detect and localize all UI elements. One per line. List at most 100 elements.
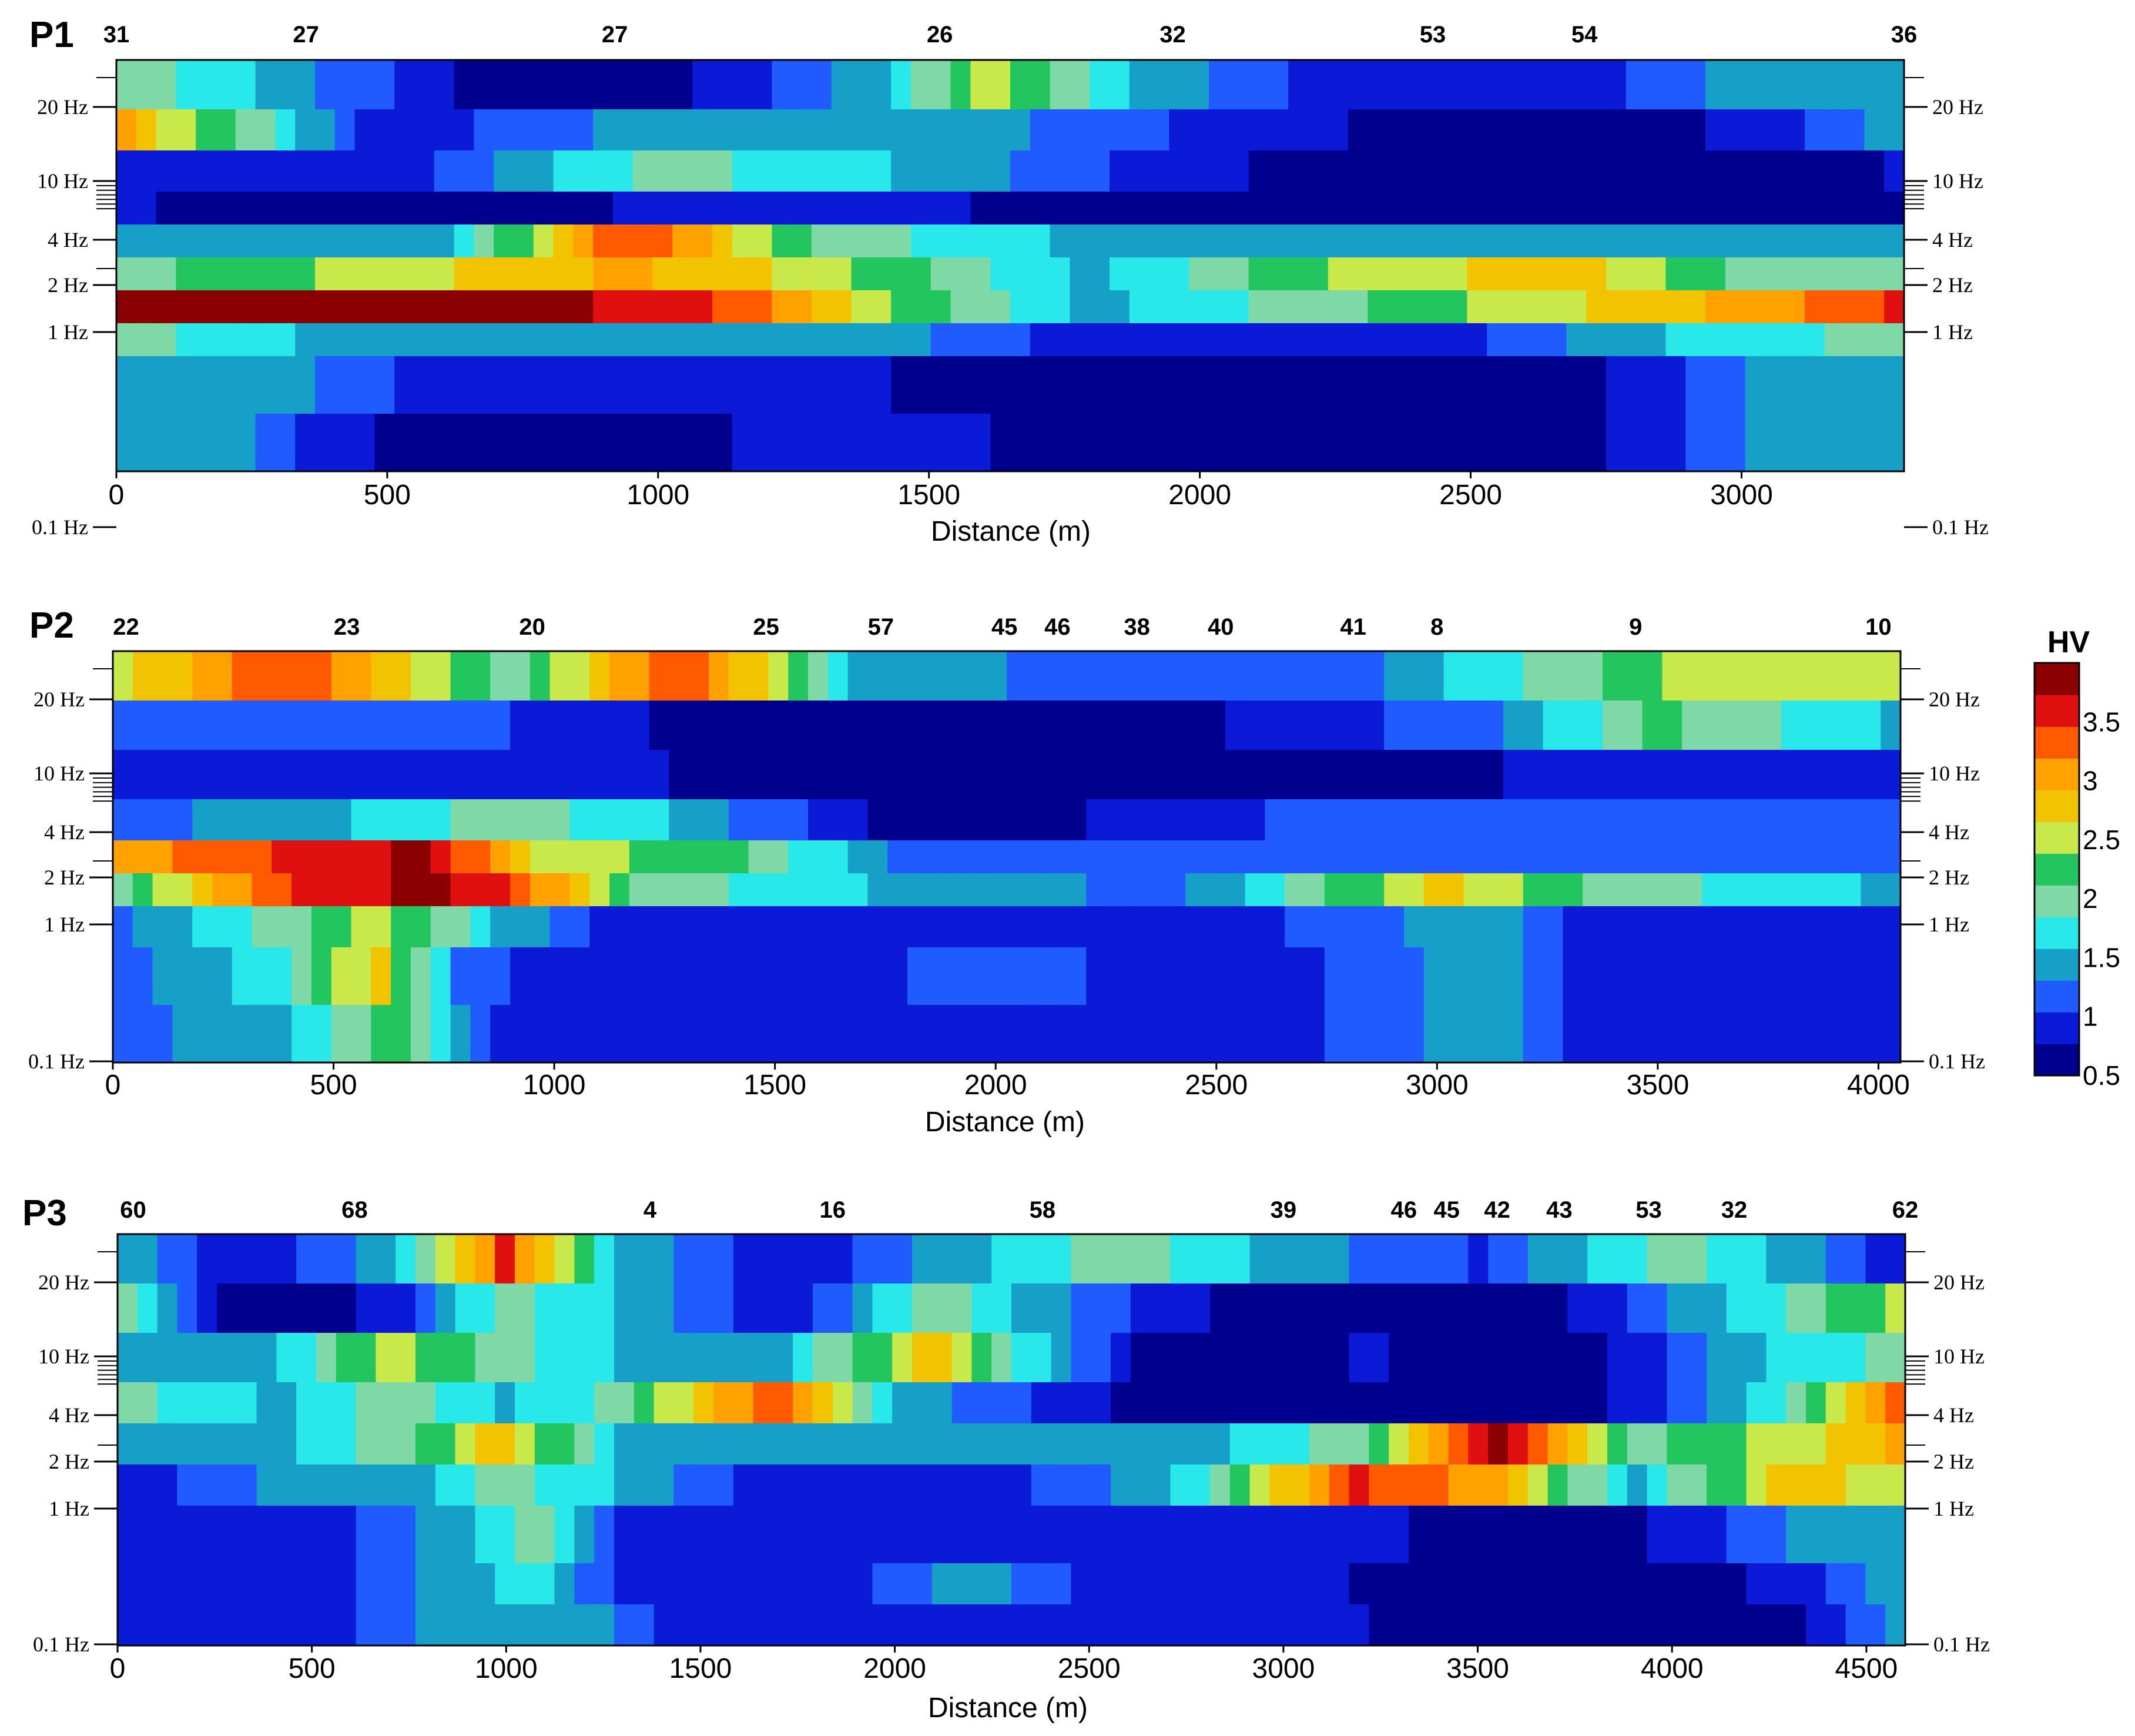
p1-heat-cell [1665,150,1686,192]
p2-heat-cell [510,873,531,907]
p2-heat-cell [490,947,511,1006]
p1-heat-cell [235,150,256,192]
p3-heat-cell [634,1382,655,1424]
p3-heat-cell [693,1382,714,1424]
p3-heat-cell [1865,1563,1886,1605]
p2-heat-cell [470,750,491,800]
p3-heat-cell [733,1464,754,1506]
p1-x-tick-label: 500 [364,480,411,511]
p3-heat-cell [1409,1333,1429,1383]
p2-heat-cell [510,947,531,1006]
p1-heat-cell [1248,356,1269,414]
p2-heat-cell [430,1005,451,1063]
p2-heat-cell [1324,947,1345,1006]
p1-heat-cell [1765,224,1785,258]
p1-heat-cell [1308,356,1329,414]
p1-heat-cell [1189,109,1209,151]
p3-heat-cell [1607,1506,1628,1564]
p3-heat-cell [1011,1464,1032,1506]
p1-heat-cell [772,290,792,324]
p2-heat-cell [212,1005,233,1063]
p2-heat-cell [907,840,928,874]
p1-heat-cell [930,257,951,291]
colorbar: HV 3.532.521.510.5 [2033,625,2120,1091]
p2-heat-cell [709,701,729,750]
p1-heat-cell [1507,192,1527,225]
p2-heat-cell [887,873,908,907]
p2-heat-cell [1185,873,1206,907]
p3-heat-cell [1091,1506,1111,1564]
p2-heat-cell [1841,947,1861,1006]
p1-heat-cell [990,192,1011,225]
p2-x-tick-label: 0 [105,1070,121,1101]
p3-heat-cell [1249,1563,1270,1605]
p3-heat-cell [534,1604,555,1646]
p2-heat-cell [1344,750,1365,800]
p3-heat-cell [1329,1234,1350,1284]
p3-heat-cell [376,1382,396,1424]
p1-heat-cell [930,109,951,151]
p1-heat-cell [1110,192,1130,225]
p3-heat-cell [1567,1423,1588,1465]
p1-heat-cell [1467,414,1487,472]
p3-heat-cell [1071,1234,1091,1284]
p3-heat-cell [832,1506,853,1564]
p1-heat-cell [1705,109,1726,151]
p3-heat-cell [276,1563,297,1605]
p3-heat-cell [793,1234,813,1284]
p2-heat-cell [1682,651,1702,701]
p3-heat-cell [1150,1283,1171,1333]
p2-heat-cell [709,651,729,701]
p1-heat-cell [1427,224,1448,258]
p1-heat-cell [1387,323,1408,357]
p1-heat-cell [1447,109,1467,151]
p3-heat-cell [1170,1464,1191,1506]
p2-heat-cell [1404,947,1425,1006]
p1-heat-cell [196,192,216,225]
p2-heat-cell [1165,651,1186,701]
p1-heat-cell [1665,356,1686,414]
p1-heat-cell [374,224,395,258]
p1-heat-cell [1586,290,1607,324]
p3-heat-cell [1011,1234,1032,1284]
p2-heat-cell [1344,840,1365,874]
p3-heat-cell [1309,1423,1330,1465]
p2-heat-cell [569,799,590,841]
p1-heat-cell [1566,60,1587,110]
p2-heat-cell [927,799,948,841]
p1-heat-cell [1864,109,1885,151]
p1-heat-cell [1368,109,1388,151]
p1-heat-cell [950,414,971,472]
p2-heat-cell [192,750,213,800]
p2-heat-cell [192,906,213,948]
p2-heat-cell [113,799,133,841]
p2-heat-cell [768,873,789,907]
p2-heat-cell [450,840,471,874]
p1-heat-cell [1645,323,1666,357]
p3-heat-cell [852,1563,873,1605]
p1-heat-cell [1487,356,1507,414]
p3-heat-cell [118,1464,138,1506]
p2-heat-cell [1364,651,1385,701]
p1-heat-cell [1189,414,1209,472]
p1-heat-cell [970,257,991,291]
p2-heat-cell [669,906,689,948]
p2-heat-cell [1185,1005,1206,1063]
p1-heat-cell [1765,60,1785,110]
p1-heat-cell [533,224,554,258]
p2-heat-cell [411,651,431,701]
p1-heat-cell [1685,150,1706,192]
p1-heat-cell [1288,192,1309,225]
p2-heat-cell [391,906,411,948]
p1-heat-cell [334,323,356,357]
p1-heat-cell [1090,192,1110,225]
p1-heat-cell [1844,192,1865,225]
p3-heat-cell [713,1464,734,1506]
p3-heat-cell [118,1333,138,1383]
p3-heat-cell [1051,1382,1071,1424]
p2-heat-cell [411,947,431,1006]
p2-y-tick-label: 10 Hz [1929,762,1980,785]
p1-heat-cell [1625,257,1647,291]
p3-heat-cell [415,1423,436,1465]
p2-heat-cell [1642,873,1663,907]
